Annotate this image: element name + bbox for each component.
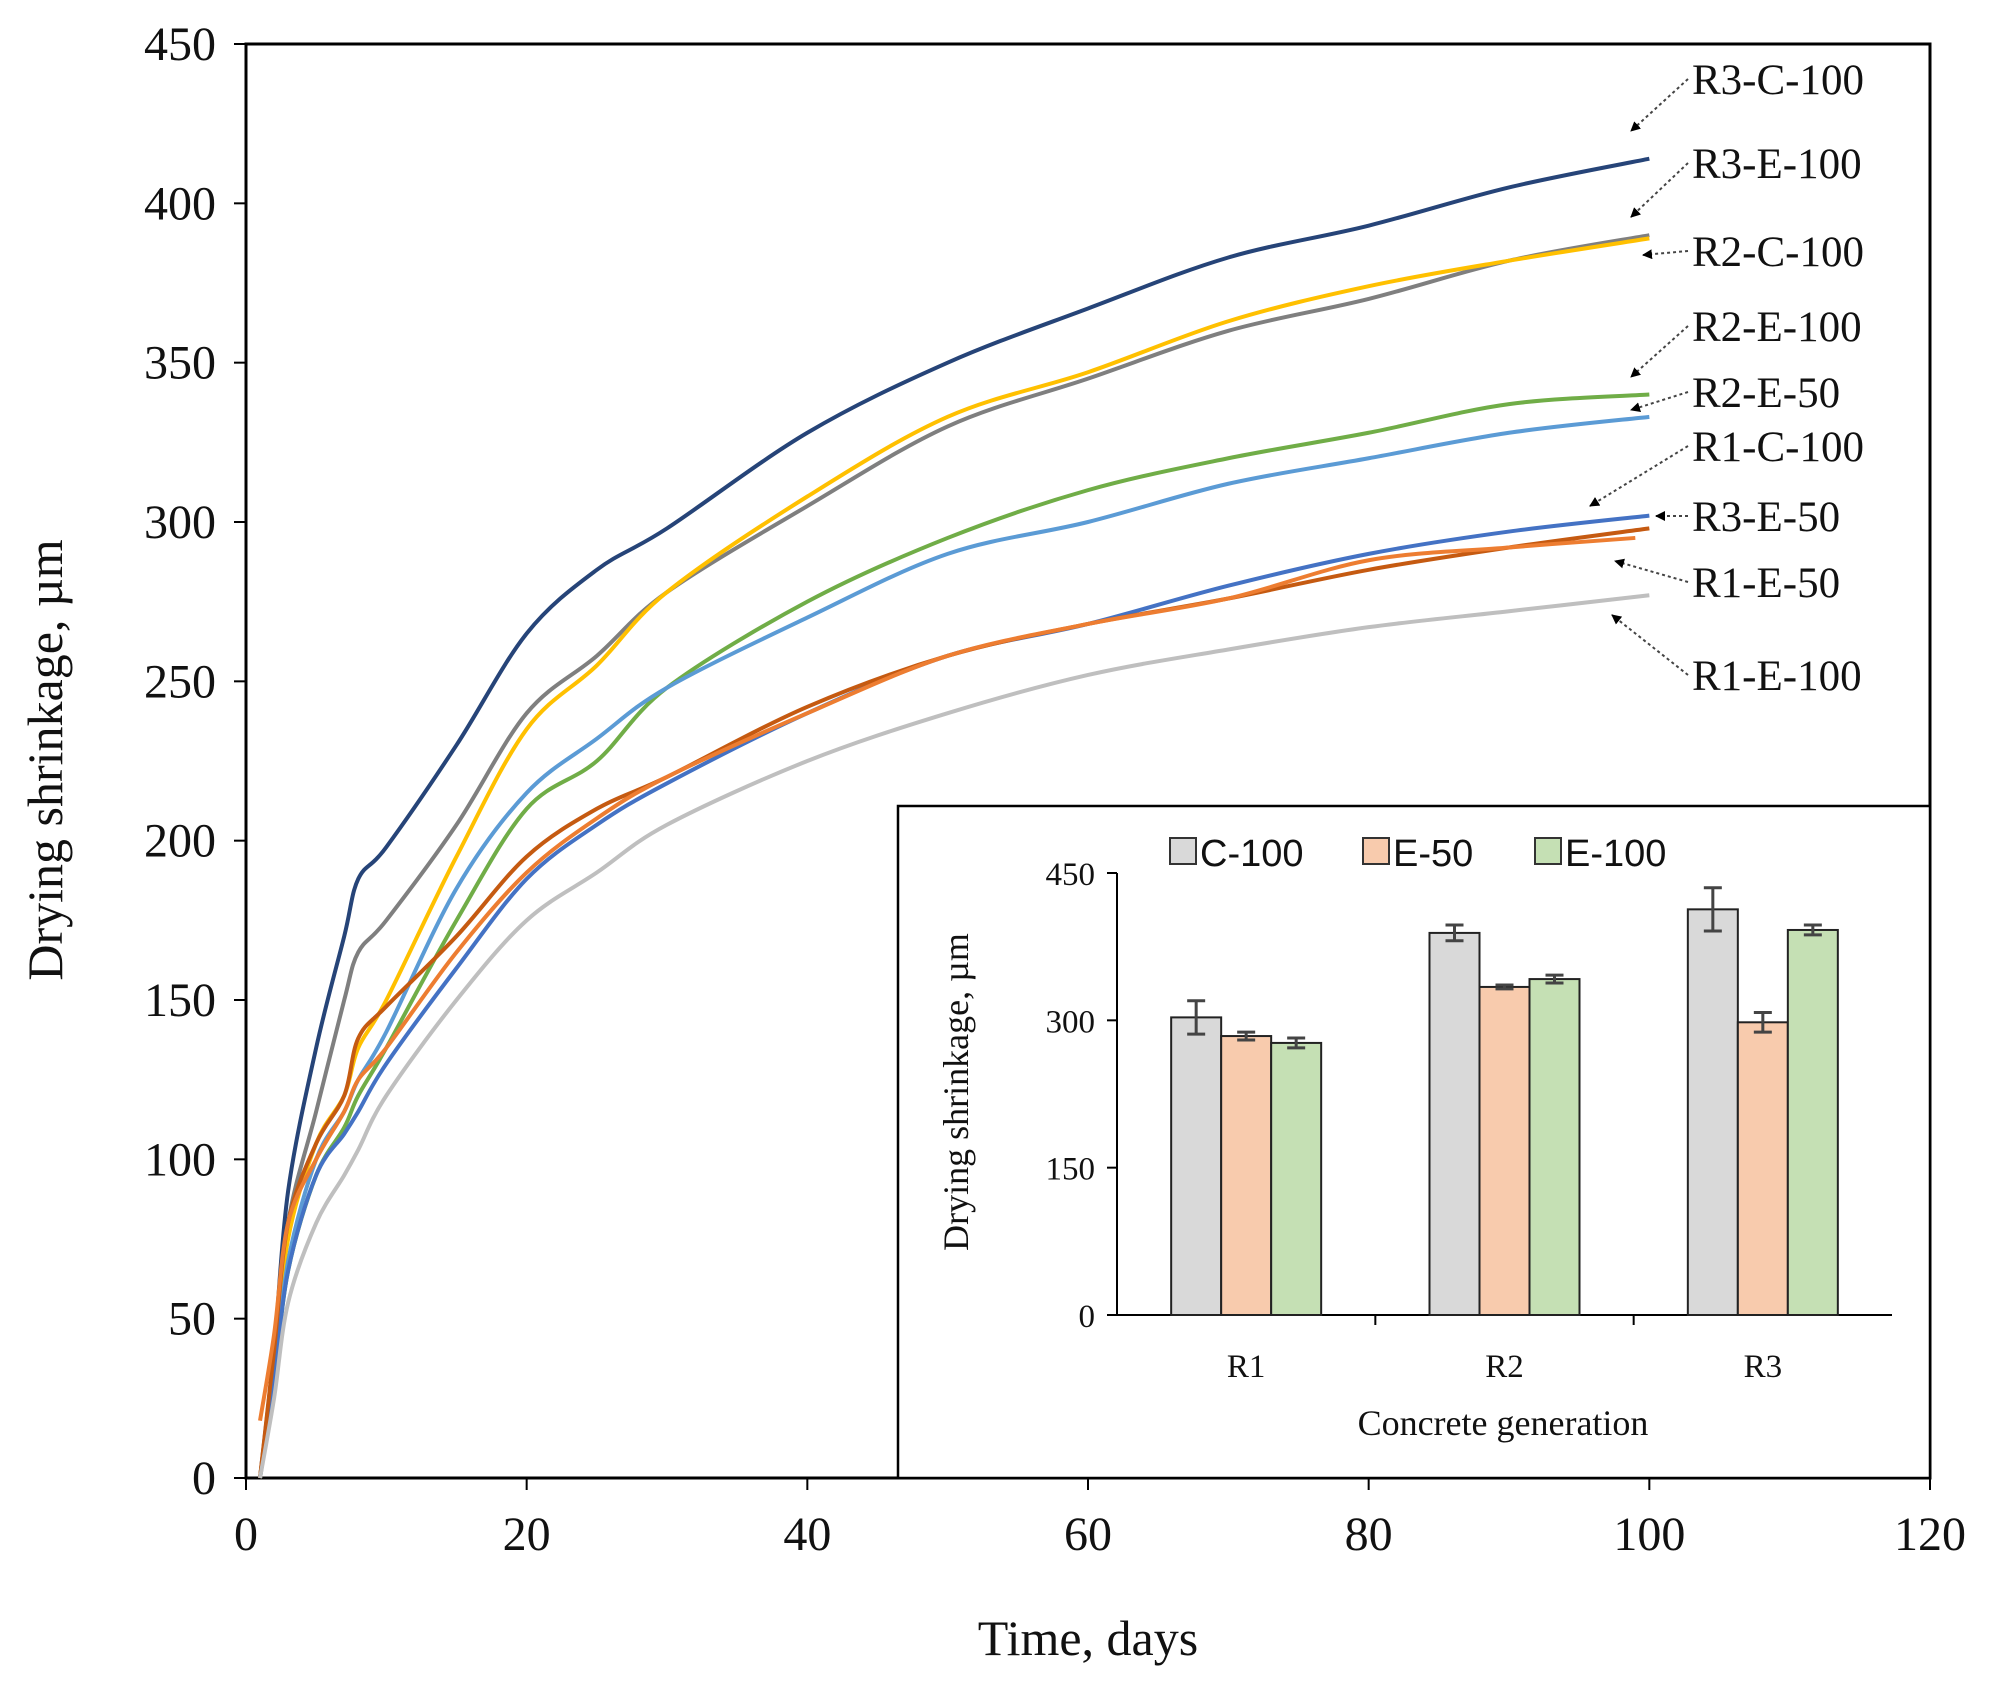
y-tick-label: 450 (144, 18, 216, 71)
inset-bar-c-100-r1 (1170, 1016, 1223, 1316)
inset-y-axis-label: Drying shrinkage, µm (936, 933, 976, 1251)
inset-error-bar (1287, 1036, 1306, 1050)
inset-bar-e-50-r3 (1736, 1021, 1789, 1316)
annotation-label: R1-E-100 (1692, 653, 1862, 700)
inset-legend-swatch (1534, 837, 1562, 865)
series-line-r3-c-100 (258, 156, 1650, 1479)
x-tick-label: 20 (503, 1508, 551, 1561)
y-tick-label: 150 (144, 974, 216, 1027)
annotation-arrow (1611, 614, 1689, 676)
y-tick-label: 350 (144, 337, 216, 390)
annotation-label: R2-E-50 (1692, 370, 1840, 417)
inset-error-bar (1187, 999, 1206, 1036)
inset-error-bar (1703, 886, 1722, 933)
series-line-r1-e-50 (258, 535, 1636, 1421)
inset-legend-swatch (1362, 837, 1390, 865)
series-line-r3-e-50 (258, 526, 1650, 1479)
inset-bar-e-50-r2 (1478, 985, 1531, 1317)
x-tick-label: 120 (1894, 1508, 1966, 1561)
annotation-label: R1-E-50 (1692, 560, 1840, 607)
annotation-arrow (1614, 558, 1689, 583)
x-tick-label: 0 (234, 1508, 258, 1561)
inset-legend-label: E-50 (1393, 833, 1473, 875)
y-tick-label: 300 (144, 496, 216, 549)
annotation-label: R1-C-100 (1692, 424, 1864, 471)
inset-x-tick-label: R3 (1744, 1349, 1783, 1385)
inset-error-bar (1495, 983, 1514, 991)
y-tick-label: 200 (144, 815, 216, 868)
inset-x-axis-label: Concrete generation (1358, 1403, 1649, 1443)
inset-error-bar (1445, 923, 1464, 943)
inset-bar-e-100-r2 (1528, 978, 1581, 1317)
inset-bar-e-50-r1 (1220, 1035, 1273, 1316)
inset-bar-e-100-r3 (1786, 928, 1839, 1316)
annotation-label: R3-E-50 (1692, 494, 1840, 541)
annotation-arrow (1630, 78, 1689, 132)
annotation-arrow (1630, 325, 1689, 378)
inset-y-tick-label: 150 (1046, 1152, 1096, 1188)
inset-bar-c-100-r2 (1428, 931, 1481, 1316)
annotation-label: R2-C-100 (1692, 229, 1864, 276)
inset-y-tick-label: 0 (1079, 1299, 1096, 1335)
inset-y-tick-label: 300 (1046, 1004, 1096, 1040)
inset-x-tick-label: R2 (1485, 1349, 1524, 1385)
y-tick-label: 250 (144, 655, 216, 708)
y-tick-label: 50 (168, 1293, 216, 1346)
annotation-label: R3-E-100 (1692, 141, 1862, 188)
annotation-arrow (1589, 445, 1689, 507)
inset-legend-swatch (1169, 837, 1197, 865)
inset-bar-e-100-r1 (1270, 1041, 1323, 1316)
inset-error-bar (1753, 1010, 1772, 1034)
inset-error-bar (1237, 1030, 1256, 1042)
x-axis-label: Time, days (978, 1610, 1198, 1666)
annotation-label: R2-E-100 (1692, 304, 1862, 351)
inset-bar-chart: 0 150 300 450 R1 R2 R3 C-100 E-50 E-100 (896, 804, 1932, 1480)
y-axis-label: Drying shrinkage, µm (17, 539, 73, 980)
annotation-arrow (1630, 391, 1689, 413)
y-tick-label: 100 (144, 1133, 216, 1186)
inset-error-bar (1803, 923, 1822, 937)
inset-error-bar (1545, 973, 1564, 985)
series-line-r3-e-100 (258, 233, 1650, 1479)
x-tick-label: 80 (1345, 1508, 1393, 1561)
y-tick-label: 0 (192, 1452, 216, 1505)
inset-bar-c-100-r3 (1686, 908, 1739, 1316)
annotation-label: R3-C-100 (1692, 57, 1864, 104)
annotation-arrow (1630, 162, 1689, 218)
inset-y-tick-label: 450 (1046, 857, 1096, 893)
inset-legend-label: E-100 (1565, 833, 1666, 875)
series-line-r1-e-100 (258, 593, 1650, 1479)
annotation-arrow (1642, 249, 1689, 260)
series-line-r1-c-100 (258, 513, 1650, 1479)
x-tick-label: 100 (1613, 1508, 1685, 1561)
inset-x-tick-label: R1 (1227, 1349, 1266, 1385)
x-tick-label: 60 (1064, 1508, 1112, 1561)
x-tick-label: 40 (783, 1508, 831, 1561)
y-tick-label: 400 (144, 177, 216, 230)
inset-legend-label: C-100 (1200, 833, 1304, 875)
